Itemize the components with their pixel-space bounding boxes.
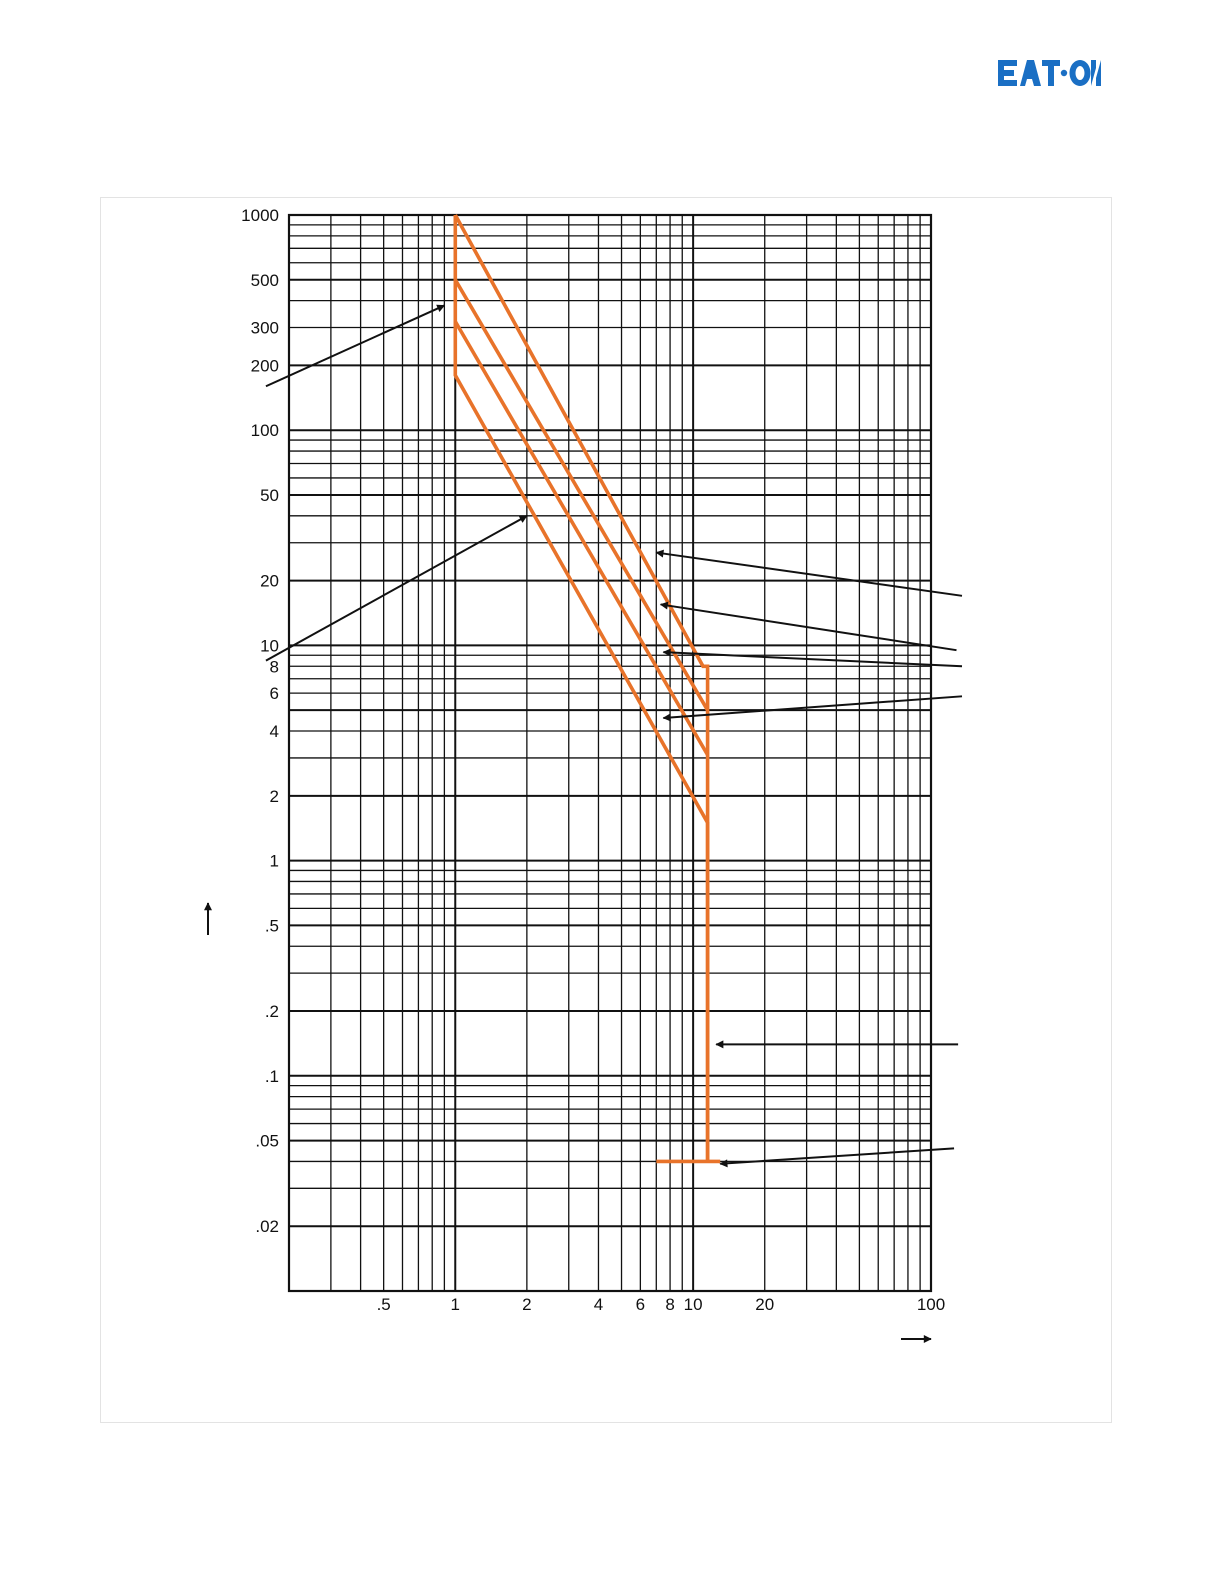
x-tick-label: 4 [594, 1295, 603, 1314]
y-tick-label: 8 [270, 657, 279, 676]
eaton-logo [998, 60, 1101, 86]
curve-series-2 [453, 214, 710, 1162]
annotation-arrow-1 [265, 304, 446, 388]
y-tick-label: 2 [270, 787, 279, 806]
y-tick-label: 4 [270, 722, 279, 741]
x-tick-label: 10 [684, 1295, 703, 1314]
y-tick-label: 1000 [241, 206, 279, 225]
y-tick-label: 6 [270, 684, 279, 703]
curve-series-3 [453, 278, 710, 712]
x-tick-label: 6 [636, 1295, 645, 1314]
y-tick-label: 1 [270, 852, 279, 871]
x-tick-label: 2 [522, 1295, 531, 1314]
annotation-arrow-3 [655, 549, 963, 597]
y-tick-label: 100 [251, 421, 279, 440]
annotation-arrow-5 [662, 648, 963, 668]
y-tick-label: .05 [255, 1132, 279, 1151]
y-tick-label: 500 [251, 271, 279, 290]
x-tick-label: .5 [377, 1295, 391, 1314]
curve-series-4 [453, 320, 710, 756]
y-tick-label: .02 [255, 1217, 279, 1236]
chart-frame [100, 197, 1112, 1423]
y-tick-label: .5 [265, 916, 279, 935]
annotation-arrow-4 [659, 601, 957, 652]
y-tick-label: .2 [265, 1002, 279, 1021]
annotation-arrow-2 [265, 514, 528, 662]
annotation-arrow-6 [662, 695, 963, 722]
x-tick-label: 100 [917, 1295, 945, 1314]
y-tick-label: 10 [260, 636, 279, 655]
x-tick-label: 20 [755, 1295, 774, 1314]
y-tick-label: 20 [260, 572, 279, 591]
annotation-arrow-8 [719, 1147, 955, 1168]
y-tick-label: 200 [251, 356, 279, 375]
y-tick-label: 50 [260, 486, 279, 505]
plot-border [287, 213, 933, 1293]
y-tick-label: .1 [265, 1067, 279, 1086]
x-tick-label: 8 [665, 1295, 674, 1314]
y-tick-label: 300 [251, 319, 279, 338]
x-tick-label: 1 [451, 1295, 460, 1314]
